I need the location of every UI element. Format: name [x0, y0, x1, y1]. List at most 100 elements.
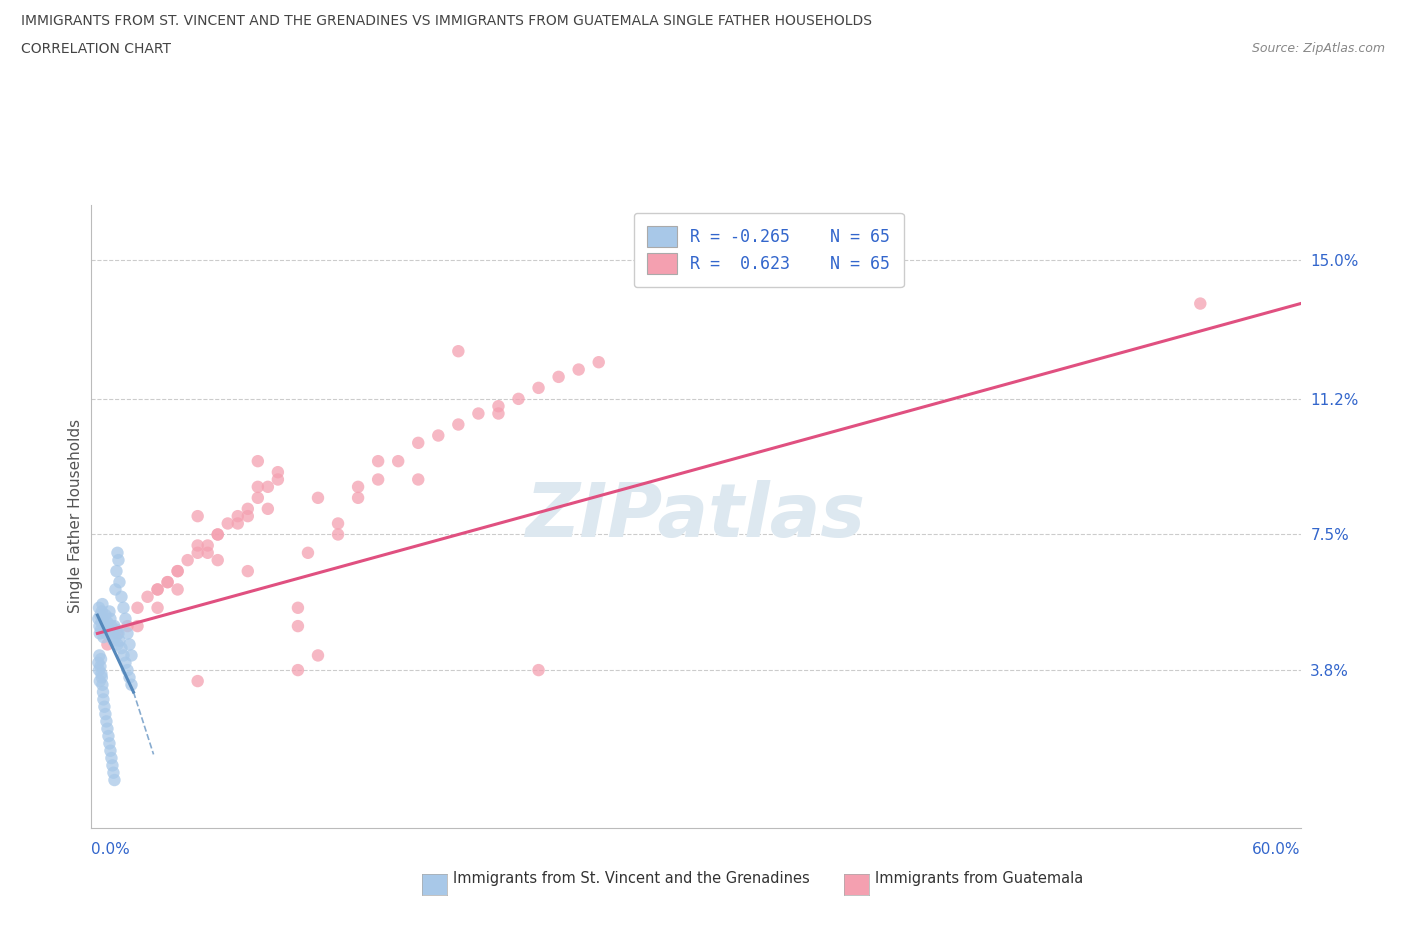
Point — [87, 601, 110, 616]
Point — [103, 773, 125, 788]
Point — [89, 607, 111, 622]
Point — [91, 677, 114, 692]
Point — [110, 641, 132, 656]
Point — [90, 670, 112, 684]
Point — [90, 666, 112, 681]
Point — [103, 633, 125, 648]
Point — [236, 564, 259, 578]
Point — [387, 454, 409, 469]
Point — [93, 692, 115, 707]
Point — [112, 648, 135, 663]
Point — [112, 601, 135, 616]
Point — [246, 454, 269, 469]
Point — [146, 582, 169, 597]
Point — [90, 615, 112, 630]
Point — [568, 362, 591, 377]
Point — [87, 663, 110, 678]
Point — [114, 656, 136, 671]
Point — [93, 630, 115, 644]
Text: 0.0%: 0.0% — [91, 842, 131, 857]
Point — [287, 618, 309, 633]
Point — [207, 527, 229, 542]
Point — [96, 714, 118, 729]
Point — [91, 611, 114, 626]
Point — [118, 670, 141, 684]
Point — [89, 659, 111, 674]
Point — [187, 509, 209, 524]
Point — [89, 673, 111, 688]
Point — [488, 399, 510, 414]
Point — [236, 501, 259, 516]
Point — [156, 575, 179, 590]
Point — [406, 472, 429, 487]
Point — [117, 626, 139, 641]
Point — [127, 618, 149, 633]
Point — [121, 648, 143, 663]
Point — [257, 501, 280, 516]
Text: 60.0%: 60.0% — [1253, 842, 1301, 857]
Text: IMMIGRANTS FROM ST. VINCENT AND THE GRENADINES VS IMMIGRANTS FROM GUATEMALA SING: IMMIGRANTS FROM ST. VINCENT AND THE GREN… — [21, 14, 872, 28]
Point — [207, 527, 229, 542]
Point — [367, 454, 389, 469]
Point — [588, 354, 610, 369]
Point — [98, 736, 121, 751]
Point — [406, 435, 429, 450]
Point — [146, 601, 169, 616]
Point — [257, 479, 280, 494]
Text: ZIPatlas: ZIPatlas — [526, 480, 866, 552]
Point — [91, 684, 114, 699]
Point — [367, 472, 389, 487]
Point — [94, 607, 117, 622]
Point — [108, 575, 131, 590]
Point — [226, 509, 249, 524]
Point — [89, 626, 111, 641]
Point — [146, 582, 169, 597]
Point — [488, 406, 510, 421]
Point — [447, 417, 470, 432]
Point — [91, 597, 114, 612]
Point — [105, 564, 128, 578]
Point — [307, 490, 329, 505]
Point — [107, 626, 129, 641]
Point — [447, 344, 470, 359]
Point — [98, 604, 121, 618]
Point — [89, 618, 111, 633]
Point — [527, 380, 550, 395]
Point — [166, 564, 188, 578]
Point — [236, 509, 259, 524]
Point — [508, 392, 530, 406]
Point — [108, 633, 131, 648]
Point — [527, 663, 550, 678]
Point — [118, 637, 141, 652]
Point — [166, 564, 188, 578]
Point — [217, 516, 239, 531]
Point — [427, 428, 450, 443]
Point — [96, 626, 118, 641]
Point — [121, 677, 143, 692]
Point — [127, 601, 149, 616]
Point — [100, 618, 122, 633]
Point — [100, 611, 122, 626]
Point — [267, 465, 290, 480]
Point — [547, 369, 569, 384]
Point — [267, 472, 290, 487]
Point — [103, 765, 125, 780]
Point — [246, 490, 269, 505]
Point — [187, 545, 209, 560]
Point — [97, 728, 120, 743]
Point — [246, 479, 269, 494]
Point — [226, 516, 249, 531]
Point — [104, 582, 127, 597]
Point — [103, 618, 125, 633]
Point — [117, 663, 139, 678]
Point — [97, 622, 120, 637]
Point — [110, 590, 132, 604]
Point — [104, 630, 127, 644]
Point — [107, 626, 129, 641]
Y-axis label: Single Father Households: Single Father Households — [67, 419, 83, 613]
Point — [89, 648, 111, 663]
Point — [156, 575, 179, 590]
Point — [96, 637, 118, 652]
Point — [1189, 296, 1212, 311]
Point — [87, 611, 110, 626]
